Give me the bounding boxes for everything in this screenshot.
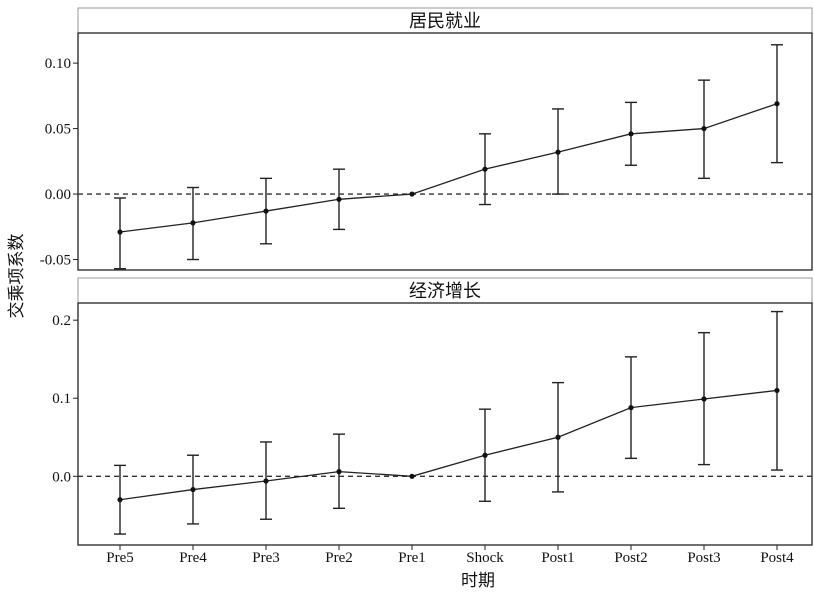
plot-area-growth [77, 302, 813, 546]
series-line-employment [119, 103, 778, 233]
error-bars-growth [114, 310, 783, 535]
series-line [119, 103, 778, 233]
data-point-pre5 [117, 229, 123, 235]
data-point-post2 [628, 405, 634, 411]
data-point-pre4 [190, 220, 196, 226]
y-tick-label: 0.10 [45, 56, 71, 72]
x-tick-label-pre1: Pre1 [398, 550, 426, 566]
data-point-pre4 [190, 486, 196, 493]
x-tick-label-pre4: Pre4 [179, 550, 207, 566]
strip-title-employment: 居民就业 [409, 11, 481, 32]
x-tick-label-post4: Post4 [760, 550, 794, 566]
y-axis-title: 交乘项系数 [7, 234, 27, 319]
y-tick-label: 0.1 [52, 391, 71, 407]
y-tick-label: 0.0 [52, 469, 71, 485]
series-line [119, 389, 778, 501]
data-point-pre2 [336, 469, 342, 475]
y-tick-label: -0.05 [40, 253, 71, 269]
data-point-pre3 [263, 478, 269, 484]
points-employment [117, 101, 780, 235]
data-point-post4 [774, 387, 780, 394]
y-tick-label: 0.05 [45, 122, 71, 138]
data-point-pre3 [263, 208, 269, 214]
points-growth [117, 387, 780, 503]
panel-growth: 经济增长 0.2 0.1 0.0 [52, 277, 813, 546]
data-point-post4 [774, 101, 780, 107]
data-point-post1 [555, 434, 561, 440]
x-axis-title: 时期 [461, 571, 495, 591]
data-point-post3 [701, 396, 707, 402]
x-tick-label-pre5: Pre5 [106, 550, 134, 566]
y-axis-growth: 0.2 0.1 0.0 [52, 313, 78, 485]
error-bars-employment [114, 44, 783, 270]
data-point-pre1 [409, 473, 415, 479]
y-tick-label: 0.2 [52, 313, 71, 329]
x-tick-label-post2: Post2 [614, 550, 647, 566]
x-tick-label-shock: Shock [466, 550, 504, 566]
x-tick-label-pre3: Pre3 [252, 550, 280, 566]
data-point-pre2 [336, 196, 342, 202]
series-line-growth [119, 389, 778, 501]
strip-title-growth: 经济增长 [409, 281, 481, 302]
data-point-pre5 [117, 497, 123, 503]
y-axis-employment: 0.10 0.05 0.00 -0.05 [40, 56, 78, 269]
plot-area-employment [77, 32, 813, 271]
data-point-shock [482, 452, 488, 458]
data-point-shock [482, 166, 488, 172]
data-point-post2 [628, 131, 634, 137]
x-tick-label-post1: Post1 [541, 550, 574, 566]
strip-background-employment [77, 7, 813, 34]
data-point-post3 [701, 125, 707, 132]
x-tick-label-post3: Post3 [687, 550, 720, 566]
y-tick-label: 0.00 [45, 187, 71, 203]
data-point-pre1 [409, 191, 415, 197]
panel-employment: 居民就业 0.10 0.05 0.00 -0.05 [40, 7, 813, 271]
x-axis: Pre5 Pre4 Pre3 Pre2 Pre1 Shock Post1 Post2 Post3… [106, 545, 794, 566]
strip-background-growth [77, 277, 813, 304]
data-point-post1 [555, 149, 561, 155]
x-tick-label-pre2: Pre2 [325, 550, 353, 566]
